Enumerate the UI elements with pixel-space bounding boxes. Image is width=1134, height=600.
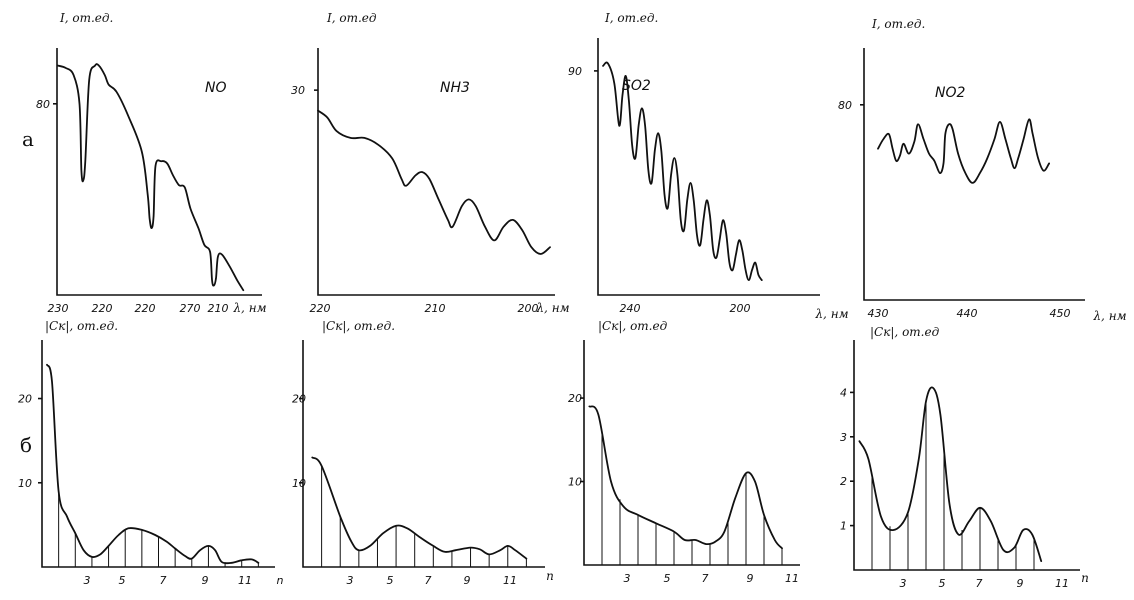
panel-8-y-tick-label-1: 2: [840, 475, 847, 488]
panel-6-y-axis-label: |Cк|, от.ед.: [322, 319, 395, 333]
panel-5-x-tick-label-4: 11: [238, 574, 252, 587]
panel-2-series-line: [317, 109, 551, 255]
panel-1-axes: [56, 48, 262, 296]
panel-6-x-tick-label-2: 7: [425, 574, 432, 587]
panel-5-series-line: [46, 363, 260, 565]
panel-8-y-tick-label-0: 1: [840, 520, 847, 533]
row-label-b: б: [20, 433, 32, 457]
panel-2-x-tick-label-0: 220: [310, 302, 331, 315]
panel-5-axes: [41, 340, 275, 568]
panel-1-x-tick-label-4: 210: [208, 302, 229, 315]
panel-7-x-tick-label-3: 9: [747, 572, 754, 585]
panel-5-x-tick-label-5: n: [277, 574, 284, 587]
panel-3-title: SO2: [622, 78, 651, 94]
panel-5-x-tick-label-3: 9: [202, 574, 209, 587]
panel-5-x-tick-label-1: 5: [119, 574, 126, 587]
panel-2-x-tick-label-2: 200: [518, 302, 539, 315]
panel-4-series-line: [877, 118, 1050, 184]
panel-7-y-axis-label: |Cк|, от.ед: [598, 319, 668, 333]
panel-5-y-tick-label-0: 10: [18, 477, 32, 490]
panel-7-x-tick-label-1: 5: [664, 572, 671, 585]
panel-7-x-tick-label-0: 3: [624, 572, 631, 585]
panel-3-series-line: [602, 61, 763, 281]
panel-5-y-axis-label: |Cк|, от.ед.: [45, 319, 118, 333]
panel-6-x-tick-label-3: 9: [464, 574, 471, 587]
panel-5-x-axis-label: n: [0, 0, 4, 3]
panel-1-y-tick-label-0: 80: [36, 98, 50, 111]
panel-2-y-tick-label-0: 30: [291, 84, 305, 97]
panel-7-x-tick-label-2: 7: [702, 572, 709, 585]
panel-8-y-tick-label-3: 4: [840, 386, 847, 399]
panel-3-axes: [597, 38, 820, 296]
panel-6-x-tick-label-4: 11: [503, 574, 517, 587]
panel-5-x-tick-label-0: 3: [84, 574, 91, 587]
panel-8-y-tick-label-2: 3: [840, 431, 847, 444]
panel-2-y-axis-label: I, от.ед: [326, 11, 377, 25]
panel-4-x-tick-label-0: 430: [868, 307, 889, 320]
panel-6-x-axis-label: n: [546, 569, 554, 583]
panel-4-x-tick-label-1: 440: [957, 307, 978, 320]
panel-7-y-tick-label-1: 20: [568, 392, 582, 405]
panel-1-series-line: [57, 63, 245, 292]
panel-1-y-axis-label: I, от.ед.: [59, 11, 113, 25]
panel-6-axes: [302, 340, 545, 568]
panel-1-title: NO: [205, 80, 227, 96]
panel-8-axes: [853, 340, 1080, 571]
panel-2-x-tick-label-1: 210: [425, 302, 446, 315]
panel-6-x-tick-label-1: 5: [387, 574, 394, 587]
panel-1-x-tick-label-1: 220: [92, 302, 113, 315]
panel-6-y-tick-label-0: 10: [292, 477, 306, 490]
panel-4-x-tick-label-2: 450: [1050, 307, 1071, 320]
panel-7-axes: [583, 340, 800, 566]
panel-8-y-axis-label: |Cк|, от.ед: [870, 325, 940, 339]
panel-3-x-tick-label-1: 200: [730, 302, 751, 315]
panel-3-y-tick-label-0: 90: [568, 65, 582, 78]
panel-4-x-axis-label: λ, нм: [1092, 309, 1126, 323]
panel-1-x-tick-label-0: 230: [48, 302, 69, 315]
panel-1-x-tick-label-2: 220: [135, 302, 156, 315]
panel-4-y-tick-label-0: 80: [838, 99, 852, 112]
panel-8-x-tick-label-1: 5: [939, 577, 946, 590]
panel-8-x-tick-label-4: 11: [1055, 577, 1069, 590]
panel-6-series-line: [311, 456, 528, 560]
row-label-a: a: [22, 127, 34, 151]
panel-3-x-axis-label: λ, нм: [814, 307, 848, 321]
panel-7-series-line: [588, 405, 783, 550]
panel-8-x-tick-label-3: 9: [1017, 577, 1024, 590]
panel-4-title: NO2: [935, 85, 965, 101]
panel-8-x-axis-label: n: [1081, 571, 1089, 585]
panel-3-y-axis-label: I, от.ед.: [604, 11, 658, 25]
panel-8-x-tick-label-2: 7: [976, 577, 983, 590]
panel-4-axes: [863, 48, 1085, 301]
panel-6-x-tick-label-0: 3: [347, 574, 354, 587]
panel-8-x-tick-label-0: 3: [900, 577, 907, 590]
panel-4-y-axis-label: I, от.ед.: [871, 17, 925, 31]
panel-5-x-tick-label-2: 7: [160, 574, 167, 587]
panel-7-x-tick-label-4: 11: [785, 572, 799, 585]
panel-6-y-tick-label-1: 20: [292, 393, 306, 406]
panel-7-y-tick-label-0: 10: [568, 476, 582, 489]
panel-3-x-tick-label-0: 240: [620, 302, 641, 315]
panel-2-x-axis-label: λ, нм: [535, 301, 569, 315]
panel-2-title: NH3: [440, 80, 470, 96]
panel-2-axes: [317, 48, 555, 296]
panel-1-x-axis-label: λ, нм: [232, 301, 266, 315]
panel-5-y-tick-label-1: 20: [18, 393, 32, 406]
panel-1-x-tick-label-3: 270: [180, 302, 201, 315]
panel-8-series-line: [858, 386, 1043, 562]
